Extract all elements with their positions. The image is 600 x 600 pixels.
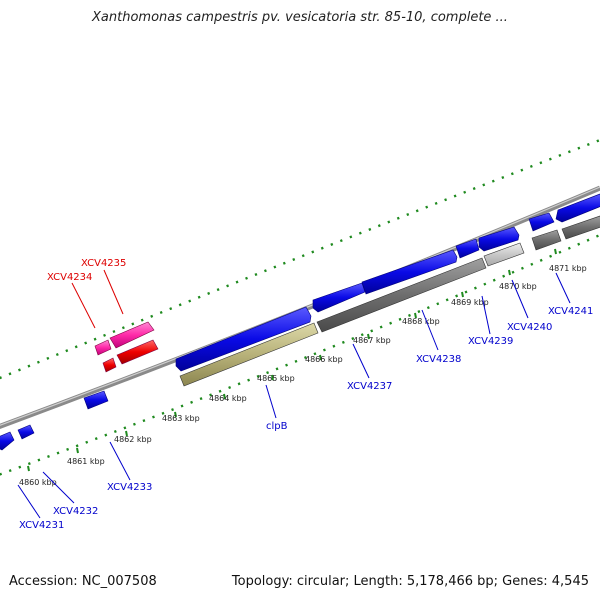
gene-label-xcv4241[interactable]: XCV4241 [548, 306, 593, 317]
gene-feature[interactable] [483, 242, 525, 267]
tick-label-4862: 4862 kbp [114, 435, 152, 444]
gene-feature[interactable] [361, 249, 458, 295]
forward-strand-genes [0, 193, 600, 451]
gene-feature[interactable] [17, 424, 35, 440]
tick-label-4869: 4869 kbp [451, 298, 489, 307]
tick-label-4870: 4870 kbp [499, 282, 537, 291]
tick-label-4860: 4860 kbp [19, 478, 57, 487]
tick-label-4868: 4868 kbp [402, 317, 440, 326]
tick-label-4864: 4864 kbp [209, 394, 247, 403]
accession-info: Accession: NC_007508 [9, 574, 157, 589]
reverse-strand-genes [179, 215, 600, 387]
gene-feature[interactable] [94, 339, 112, 356]
gene-feature[interactable] [312, 282, 366, 313]
tick-label-4865: 4865 kbp [257, 374, 295, 383]
gene-feature[interactable] [455, 238, 480, 259]
gene-label-xcv4232[interactable]: XCV4232 [53, 506, 98, 517]
map-title: Xanthomonas campestris pv. vesicatoria s… [92, 10, 508, 25]
tick-label-4861: 4861 kbp [67, 457, 105, 466]
gene-feature[interactable] [528, 212, 555, 232]
tick-label-4871: 4871 kbp [549, 264, 587, 273]
gene-label-xcv4237[interactable]: XCV4237 [347, 381, 392, 392]
gene-label-xcv4231[interactable]: XCV4231 [19, 520, 64, 531]
gene-feature[interactable] [179, 322, 319, 387]
gene-label-xcv4240[interactable]: XCV4240 [507, 322, 552, 333]
gene-feature[interactable] [555, 193, 600, 223]
rna-genes [94, 321, 159, 373]
gene-feature[interactable] [102, 357, 117, 373]
genome-summary: Topology: circular; Length: 5,178,466 bp… [231, 574, 589, 589]
gene-feature[interactable] [116, 339, 159, 365]
gene-label-xcv4239[interactable]: XCV4239 [468, 336, 513, 347]
gene-label-clpb[interactable]: clpB [266, 421, 288, 432]
outer-tick-ring [0, 138, 600, 380]
major-ticks [27, 248, 557, 472]
gene-label-xcv4233[interactable]: XCV4233 [107, 482, 152, 493]
gene-feature[interactable] [0, 431, 15, 451]
tick-label-4866: 4866 kbp [305, 355, 343, 364]
gene-feature[interactable] [109, 321, 155, 349]
gene-feature[interactable] [175, 306, 312, 372]
gene-feature[interactable] [561, 215, 600, 240]
gene-label-xcv4235[interactable]: XCV4235 [81, 258, 126, 269]
tick-label-4863: 4863 kbp [162, 414, 200, 423]
gene-label-xcv4238[interactable]: XCV4238 [416, 354, 461, 365]
gene-label-xcv4234[interactable]: XCV4234 [47, 272, 92, 283]
gene-feature[interactable] [531, 229, 562, 251]
gene-feature[interactable] [478, 226, 520, 252]
label-leaders [17, 269, 571, 519]
gene-feature[interactable] [316, 257, 487, 333]
gene-feature[interactable] [83, 390, 109, 410]
tick-label-4867: 4867 kbp [353, 336, 391, 345]
inner-scale-ring [0, 233, 600, 476]
